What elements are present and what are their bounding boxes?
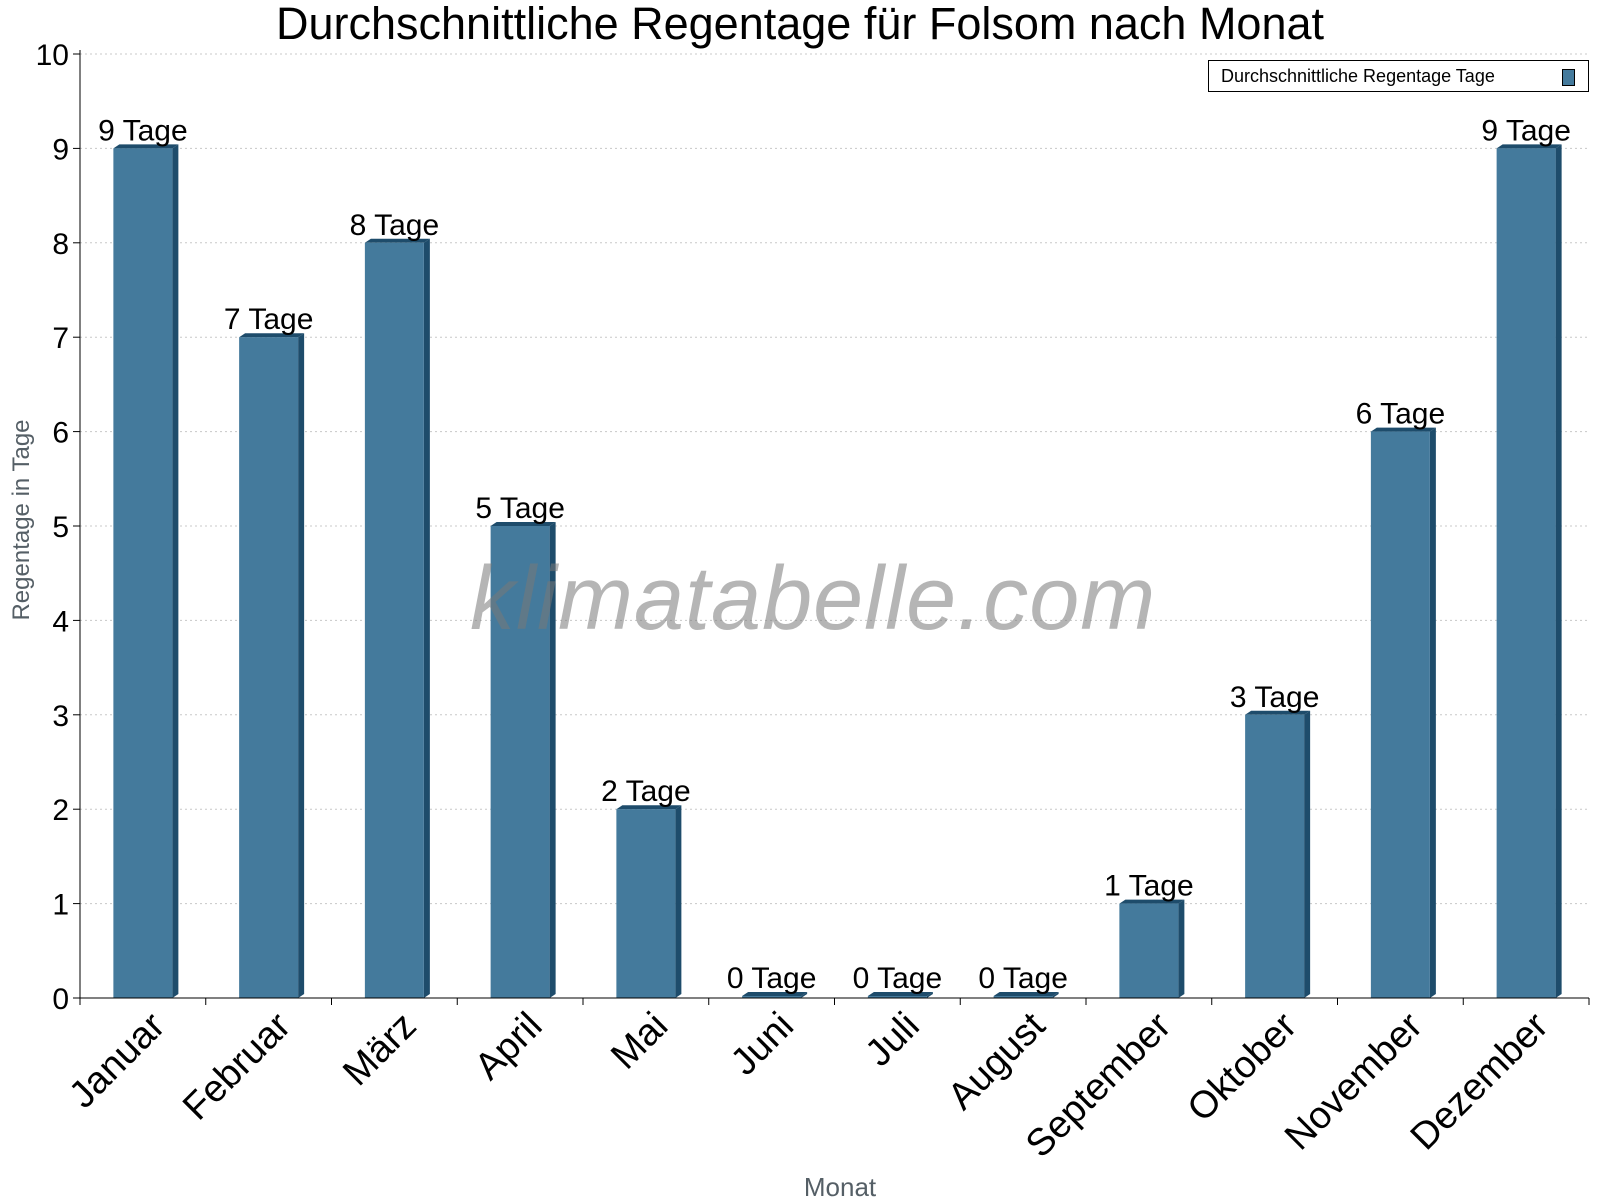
bar — [113, 148, 173, 998]
data-label: 0 Tage — [978, 962, 1068, 995]
data-label: 6 Tage — [1356, 398, 1446, 431]
bar-side — [423, 238, 430, 999]
bar — [867, 996, 927, 998]
y-axis-label: Regentage in Tage — [8, 419, 35, 621]
y-tick-label: 6 — [52, 417, 69, 450]
bar — [742, 996, 802, 998]
bar-top — [1245, 710, 1311, 715]
y-tick-label: 1 — [52, 889, 69, 922]
x-tick-label: Mai — [603, 1005, 676, 1078]
x-tick-label: April — [467, 1005, 550, 1088]
data-label: 0 Tage — [727, 962, 817, 995]
gridlines — [80, 53, 1589, 905]
bar-side — [1429, 427, 1436, 999]
bar-top — [1496, 144, 1562, 149]
y-tick-label: 4 — [52, 605, 69, 638]
data-label: 7 Tage — [224, 303, 314, 336]
bar — [239, 337, 299, 998]
x-tick-label: Juni — [723, 1005, 802, 1084]
bar — [490, 526, 550, 998]
data-labels: 9 Tage 7 Tage 8 Tage 5 Tage 2 Tage 0 Tage 0 Ta… — [98, 114, 1571, 995]
bar-side — [298, 333, 305, 998]
x-tick-label: November — [1277, 1004, 1431, 1158]
bar-top — [113, 144, 179, 149]
bar-top — [239, 333, 305, 338]
x-axis-label: Monat — [803, 1172, 877, 1202]
legend: Durchschnittliche Regentage Tage — [1208, 60, 1589, 92]
x-tick-label: August — [940, 1004, 1054, 1118]
bar — [1245, 714, 1305, 998]
y-tick-label: 5 — [52, 511, 69, 544]
data-label: 9 Tage — [98, 114, 188, 147]
y-tick-label: 9 — [52, 133, 69, 166]
watermark: klimatabelle.com — [470, 549, 1157, 649]
y-tick-label: 2 — [52, 794, 69, 827]
y-tick-label: 10 — [36, 39, 69, 72]
bar — [1496, 148, 1556, 998]
x-tick-label: Oktober — [1180, 1004, 1306, 1130]
x-tick-label: Juli — [858, 1005, 928, 1075]
bar-side — [172, 144, 179, 998]
bar-side — [1178, 899, 1185, 998]
data-label: 3 Tage — [1230, 681, 1320, 714]
x-tick-label: März — [335, 1005, 424, 1094]
bar — [364, 242, 424, 999]
legend-label: Durchschnittliche Regentage Tage — [1221, 66, 1495, 86]
bar — [1119, 903, 1179, 998]
bar-top — [742, 992, 808, 996]
bar-top — [1119, 899, 1185, 904]
bar-top — [616, 805, 682, 810]
bar — [1370, 431, 1430, 999]
x-tick-label: Januar — [61, 1004, 173, 1116]
y-tick-label: 8 — [52, 228, 69, 261]
data-label: 2 Tage — [601, 775, 691, 808]
bar-side — [801, 992, 808, 998]
bar — [616, 809, 676, 998]
y-tick-label: 0 — [52, 983, 69, 1016]
bar-top — [490, 522, 556, 526]
bar-side — [926, 992, 933, 998]
bar-side — [675, 805, 682, 998]
bar-top — [993, 992, 1059, 996]
data-label: 8 Tage — [350, 209, 440, 242]
x-tick-label: Dezember — [1403, 1004, 1557, 1158]
bar-top — [364, 238, 430, 243]
bar — [993, 996, 1053, 998]
legend-swatch — [1562, 69, 1575, 86]
data-label: 9 Tage — [1481, 114, 1571, 147]
bar-side — [1052, 992, 1059, 998]
y-tick-label: 7 — [52, 322, 69, 355]
bar-top — [867, 992, 933, 996]
data-label: 1 Tage — [1104, 870, 1194, 903]
bar-side — [549, 522, 556, 998]
bar-side — [1304, 710, 1311, 998]
x-tick-label: Februar — [175, 1004, 299, 1128]
chart-title: Durchschnittliche Regentage für Folsom n… — [275, 0, 1325, 49]
data-label: 5 Tage — [475, 492, 565, 525]
bar-top — [1370, 427, 1436, 432]
y-tick-label: 3 — [52, 700, 69, 733]
bar-side — [1555, 144, 1562, 998]
bars — [113, 144, 1562, 999]
data-label: 0 Tage — [853, 962, 943, 995]
